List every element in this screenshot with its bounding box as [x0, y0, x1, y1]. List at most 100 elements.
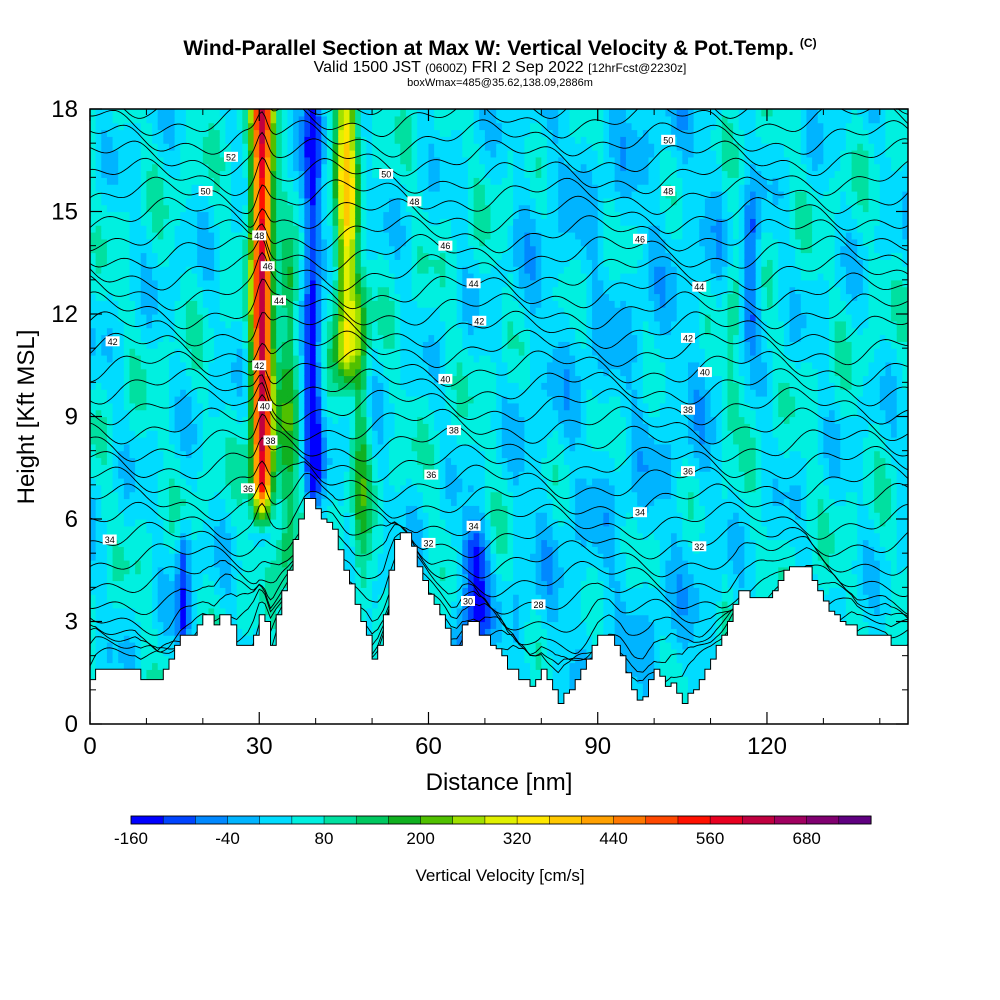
velocity-cell: [95, 170, 102, 178]
velocity-cell: [259, 396, 266, 404]
velocity-cell: [281, 327, 289, 336]
velocity-cell: [95, 566, 102, 575]
velocity-cell: [276, 484, 283, 493]
velocity-cell: [242, 163, 249, 172]
velocity-cell: [146, 669, 153, 677]
velocity-cell: [208, 566, 215, 575]
velocity-cell: [281, 368, 289, 377]
velocity-cell: [281, 314, 289, 322]
velocity-cell: [168, 416, 176, 424]
velocity-cell: [343, 341, 351, 349]
velocity-cell: [236, 573, 243, 582]
velocity-cell: [326, 396, 334, 404]
velocity-cell: [135, 348, 142, 356]
velocity-cell: [129, 252, 136, 260]
velocity-cell: [338, 471, 345, 479]
velocity-cell: [242, 587, 249, 595]
velocity-cell: [388, 252, 396, 260]
velocity-cell: [332, 519, 339, 527]
velocity-cell: [247, 423, 255, 431]
velocity-cell: [343, 532, 351, 541]
velocity-cell: [90, 191, 97, 199]
velocity-cell: [214, 355, 221, 363]
velocity-cell: [332, 232, 339, 240]
velocity-cell: [326, 389, 334, 397]
velocity-cell: [123, 204, 131, 213]
velocity-cell: [146, 573, 153, 582]
velocity-cell: [185, 368, 193, 377]
velocity-cell: [123, 327, 131, 336]
velocity-cell: [264, 566, 272, 575]
velocity-cell: [360, 498, 368, 506]
velocity-cell: [191, 245, 198, 254]
velocity-cell: [174, 539, 181, 547]
velocity-cell: [304, 225, 311, 233]
velocity-cell: [332, 109, 339, 117]
velocity-cell: [383, 443, 390, 452]
velocity-cell: [135, 279, 142, 288]
velocity-cell: [146, 648, 153, 657]
velocity-cell: [146, 348, 153, 356]
velocity-cell: [123, 348, 131, 356]
velocity-cell: [180, 238, 187, 247]
velocity-cell: [321, 170, 328, 178]
velocity-cell: [259, 491, 266, 500]
velocity-cell: [242, 300, 249, 308]
velocity-cell: [95, 218, 102, 226]
velocity-cell: [174, 573, 181, 582]
velocity-cell: [135, 252, 142, 260]
velocity-cell: [388, 122, 396, 131]
velocity-cell: [242, 204, 249, 213]
velocity-cell: [287, 355, 294, 363]
velocity-cell: [101, 300, 108, 308]
velocity-cell: [174, 498, 181, 506]
velocity-cell: [202, 505, 210, 513]
velocity-cell: [383, 184, 390, 192]
velocity-cell: [338, 143, 345, 151]
velocity-cell: [191, 498, 198, 506]
velocity-cell: [129, 375, 136, 383]
velocity-cell: [197, 560, 204, 568]
velocity-cell: [112, 361, 119, 370]
velocity-cell: [168, 491, 176, 500]
velocity-cell: [146, 457, 153, 465]
velocity-cell: [191, 368, 198, 377]
velocity-cell: [174, 614, 181, 623]
velocity-cell: [90, 457, 97, 465]
velocity-cell: [236, 211, 243, 219]
velocity-cell: [281, 396, 289, 404]
velocity-cell: [304, 437, 311, 445]
velocity-cell: [168, 560, 176, 568]
velocity-cell: [106, 184, 114, 192]
velocity-cell: [388, 293, 396, 301]
velocity-cell: [349, 177, 356, 185]
velocity-cell: [259, 471, 266, 479]
velocity-cell: [231, 136, 238, 144]
velocity-cell: [270, 375, 277, 383]
velocity-cell: [247, 389, 255, 397]
velocity-cell: [157, 519, 164, 527]
velocity-cell: [276, 430, 283, 438]
velocity-cell: [338, 396, 345, 404]
velocity-cell: [304, 327, 311, 336]
velocity-cell: [90, 150, 97, 158]
velocity-cell: [304, 143, 311, 151]
velocity-cell: [202, 525, 210, 534]
velocity-cell: [118, 115, 125, 124]
velocity-cell: [157, 553, 164, 561]
velocity-cell: [377, 430, 384, 438]
velocity-cell: [180, 232, 187, 240]
velocity-cell: [372, 594, 379, 602]
velocity-cell: [377, 519, 384, 527]
velocity-cell: [264, 443, 272, 452]
velocity-cell: [146, 478, 153, 486]
velocity-cell: [225, 320, 232, 329]
velocity-cell: [298, 170, 305, 178]
velocity-cell: [276, 115, 283, 124]
velocity-cell: [129, 245, 136, 254]
velocity-cell: [281, 218, 289, 226]
velocity-cell: [338, 211, 345, 219]
velocity-cell: [191, 327, 198, 336]
velocity-cell: [106, 478, 114, 486]
velocity-cell: [360, 334, 368, 342]
